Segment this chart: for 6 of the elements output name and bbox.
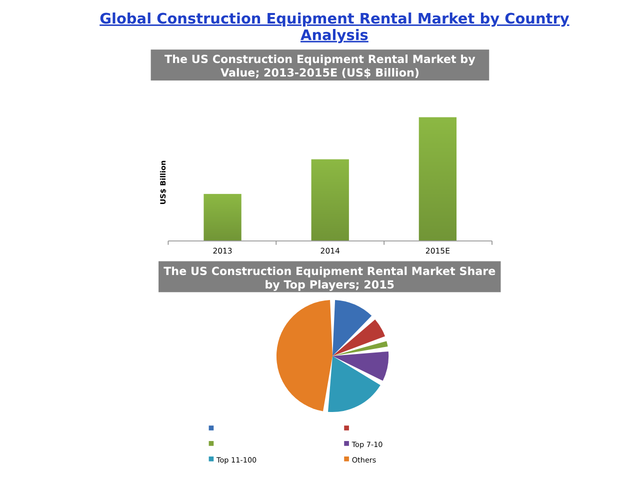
x-tick-label: 2013 [212, 246, 232, 256]
chart-title: The US Construction Equipment Rental Market by Value; 2013-2015E (US$ Billion) [164, 53, 476, 80]
x-tick-label: 2014 [320, 246, 340, 256]
x-tick-label: 2015E [425, 246, 450, 256]
text: Global Construction Equipment Rental Market by Country Analysis [100, 11, 570, 44]
chart-title: The US Construction Equipment Rental Market Share by Top Players; 2015 [164, 264, 496, 292]
